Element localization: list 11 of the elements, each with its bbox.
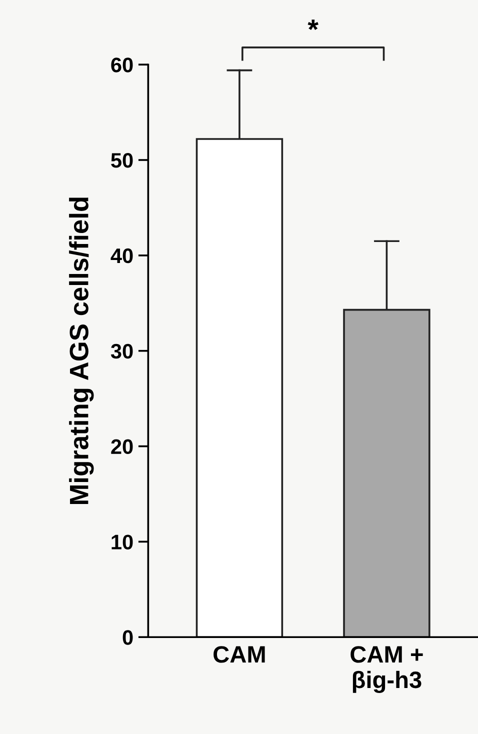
y-tick-label: 10 — [112, 534, 133, 550]
y-tick-label: 40 — [110, 248, 133, 264]
y-tick-label: 50 — [111, 153, 133, 168]
x-tick-label: CAM — [214, 646, 265, 663]
y-tick-label: 0 — [122, 630, 133, 645]
y-axis-title: Migrating AGS cells/field — [69, 198, 94, 504]
y-tick-label: 60 — [111, 58, 133, 72]
x-tick-label: CAM + βig-h3 — [350, 646, 423, 693]
y-tick-label: 30 — [110, 344, 133, 359]
y-tick-label: 20 — [111, 439, 133, 454]
text: * — [308, 20, 318, 30]
